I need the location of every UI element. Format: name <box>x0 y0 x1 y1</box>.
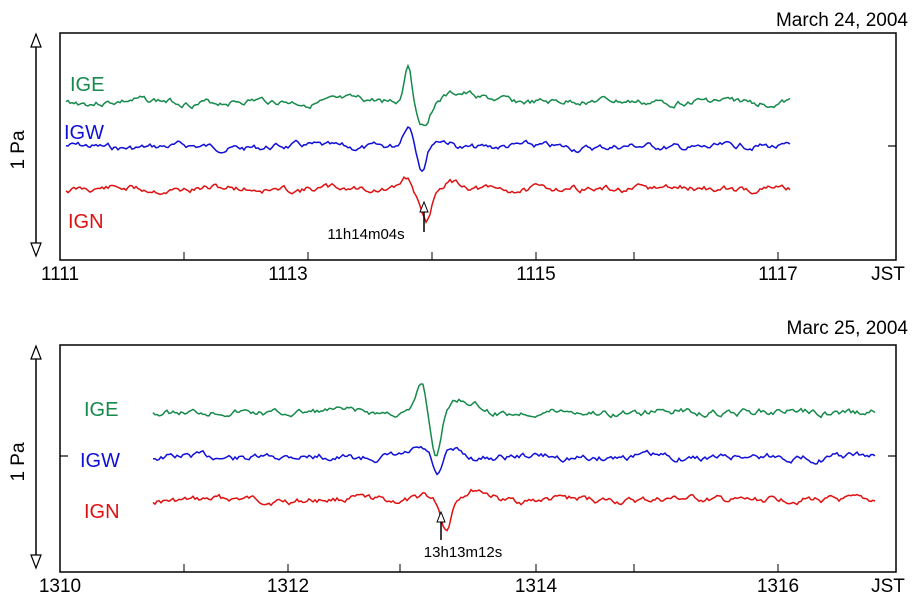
series-label-ign: IGN <box>68 211 104 233</box>
x-tick-label: 1314 <box>515 576 558 597</box>
date-label: March 24, 2004 <box>776 10 908 31</box>
panel-march-24: March 24, 2004 1 Pa 1111 1113 1115 1117 … <box>8 10 908 285</box>
onset-time-label: 11h14m04s <box>327 226 404 243</box>
x-tick-label: 1117 <box>758 264 797 285</box>
series-label-ige: IGE <box>70 74 104 96</box>
scale-bar-arrow-bottom <box>30 242 42 258</box>
trace-ige <box>65 63 791 127</box>
panel-march-25: Marc 25, 2004 1 Pa 1310 1312 1314 1316 J… <box>8 318 908 597</box>
x-unit-label: JST <box>871 576 905 597</box>
scale-label: 1 Pa <box>8 130 29 170</box>
series-label-igw: IGW <box>80 450 120 472</box>
x-unit-label: JST <box>871 264 905 285</box>
trace-ign <box>152 488 876 532</box>
onset-arrowhead <box>419 200 429 213</box>
plot-frame <box>59 344 897 573</box>
series-label-ign: IGN <box>84 501 120 523</box>
scale-bar-arrow-bottom <box>30 554 42 570</box>
series-label-igw: IGW <box>64 122 104 144</box>
x-tick-label: 1115 <box>516 264 555 285</box>
date-label: Marc 25, 2004 <box>787 318 909 339</box>
x-tick-label: 1312 <box>267 576 309 597</box>
onset-arrowhead <box>436 510 446 523</box>
trace-igw <box>65 125 791 173</box>
scale-label: 1 Pa <box>8 442 29 482</box>
trace-ige <box>152 383 876 457</box>
trace-ign <box>65 176 791 224</box>
onset-time-label: 13h13m12s <box>424 544 502 561</box>
x-tick-label: 1113 <box>268 264 307 285</box>
series-label-ige: IGE <box>84 399 118 421</box>
x-tick-label: 1316 <box>757 576 799 597</box>
trace-igw <box>153 445 876 476</box>
x-tick-label: 1111 <box>41 264 79 285</box>
scale-bar-arrow-top <box>30 344 42 360</box>
scale-bar-arrow-top <box>30 32 42 48</box>
x-tick-label: 1310 <box>39 576 81 597</box>
